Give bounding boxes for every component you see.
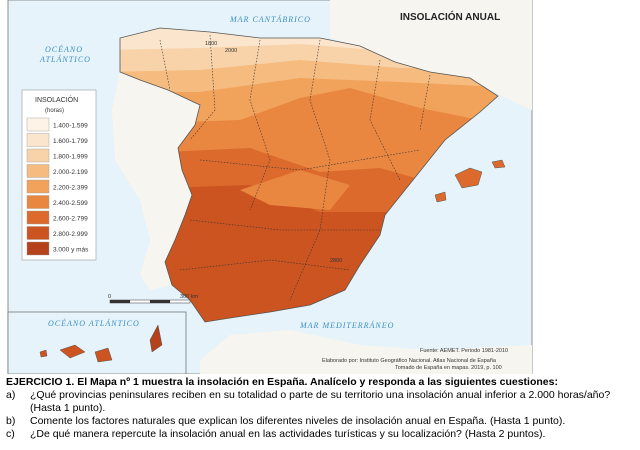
- marker: b): [6, 415, 16, 427]
- legend-label: 2.200-2.399: [53, 185, 88, 192]
- legend-swatch: [26, 148, 50, 163]
- province-borders: [159, 34, 431, 301]
- sea-label: ATLÁNTICO: [39, 54, 91, 64]
- sea-label: OCÉANO: [45, 44, 83, 54]
- legend-label: 2.000-2.199: [53, 169, 88, 176]
- sea-label: OCÉANO ATLÁNTICO: [48, 318, 140, 328]
- legend-swatch: [26, 179, 50, 194]
- scale-bar: 0 300 km: [108, 294, 198, 304]
- question-text: ¿Qué provincias peninsulares reciben en …: [30, 389, 611, 414]
- legend-label: 2.400-2.599: [53, 200, 88, 207]
- legend-label: 3.000 y más: [53, 247, 89, 254]
- credits: Elaborado por: Instituto Geográfico Naci…: [322, 358, 497, 364]
- insolation-zone: [120, 60, 498, 95]
- legend-swatch: [26, 241, 50, 256]
- portugal: [112, 72, 200, 290]
- legend-swatch: [26, 117, 50, 132]
- insolation-zone: [120, 88, 498, 200]
- legend-swatch: [26, 226, 50, 240]
- legend-swatch: [26, 164, 50, 178]
- spain-outline: [119, 27, 499, 323]
- scale-label: 0: [108, 294, 111, 300]
- balearic-islands: [434, 159, 506, 203]
- legend-title: INSOLACIÓN: [35, 95, 78, 104]
- legend-swatch: [26, 133, 50, 147]
- exercise-title: EJERCICIO 1. El Mapa nº 1 muestra la ins…: [6, 376, 558, 388]
- legend-label: 1.800-1.999: [53, 154, 88, 161]
- legend-label: 2.800-2.999: [53, 231, 88, 238]
- question-text: ¿De qué manera repercute la insolación a…: [30, 428, 546, 440]
- map: INSOLACIÓN ANUAL MAR CANTÁBRICO OCÉANO A…: [7, 0, 533, 374]
- map-title: INSOLACIÓN ANUAL: [400, 10, 500, 23]
- contour-label: 2800: [330, 258, 342, 264]
- marker: c): [6, 428, 15, 440]
- africa: [200, 330, 532, 374]
- contour-label: 2000: [225, 48, 237, 54]
- legend-label: 2.600-2.799: [53, 216, 88, 223]
- scale-label: 300 km: [180, 294, 198, 300]
- legend-label: 1.400-1.599: [53, 123, 88, 130]
- legend-label: 1.600-1.799: [53, 138, 88, 145]
- question: a) ¿Qué provincias peninsulares reciben e…: [6, 389, 636, 415]
- credits: Tomado de España en mapas. 2019, p. 100: [395, 365, 502, 371]
- legend-swatch: [26, 195, 50, 209]
- sea-label: MAR MEDITERRÁNEO: [299, 320, 394, 330]
- question: b) Comente los factores naturales que exp…: [6, 415, 636, 428]
- france: [330, 0, 532, 110]
- question-text: Comente los factores naturales que expli…: [30, 415, 566, 427]
- contour-label: 1800: [205, 41, 217, 47]
- marker: a): [6, 389, 16, 401]
- legend-subtitle: (horas): [45, 108, 64, 114]
- canary-inset: OCÉANO ATLÁNTICO: [7, 311, 187, 374]
- legend-swatch: [26, 210, 50, 225]
- insolation-zone: [120, 78, 498, 130]
- insolation-zone: [240, 170, 350, 210]
- source: Fuente: AEMET. Periodo 1981-2010: [420, 348, 508, 354]
- exercise: EJERCICIO 1. El Mapa nº 1 muestra la ins…: [6, 376, 636, 441]
- question: c) ¿De qué manera repercute la insolación…: [6, 428, 636, 441]
- legend: INSOLACIÓN (horas) 1.400-1.599 1.600-1.79…: [21, 89, 97, 261]
- sea-label: MAR CANTÁBRICO: [229, 14, 311, 24]
